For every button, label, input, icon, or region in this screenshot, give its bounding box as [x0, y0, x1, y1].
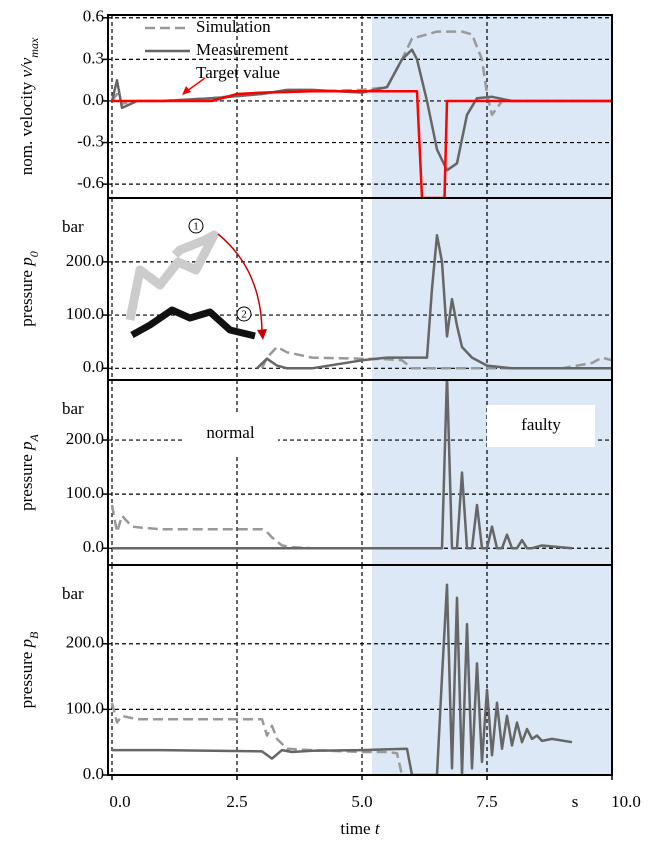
- y-axis-label-part: 0: [27, 251, 41, 257]
- y-tick-label: 100.0: [66, 483, 104, 502]
- state-annotation: faulty: [521, 415, 561, 434]
- state-annotation: normal: [206, 423, 254, 442]
- series-line: [256, 234, 612, 370]
- y-axis-label-part: pressure: [17, 647, 36, 708]
- annotation-box: [487, 405, 595, 447]
- series-group: [110, 30, 612, 198]
- x-axis-label-part: time: [340, 819, 374, 838]
- y-tick-label: 0.3: [83, 48, 104, 67]
- y-axis-label-part: p: [17, 257, 36, 267]
- inset-arrowhead: [257, 329, 267, 340]
- y-tick-label: 0.6: [83, 7, 104, 26]
- y-tick-label: 0.0: [83, 537, 104, 556]
- y-axis-label-part: v/v: [17, 57, 36, 77]
- plot-frame: [107, 564, 613, 776]
- inset-marker-label: 1: [193, 221, 199, 233]
- y-axis-label: pressure pA: [17, 433, 41, 510]
- y-axis-label-part: p: [17, 441, 36, 451]
- y-axis-label-part: pressure: [17, 450, 36, 511]
- series-line: [112, 380, 573, 550]
- series-group: [256, 234, 612, 370]
- fault-region: [372, 15, 612, 198]
- legend-label: Simulation: [196, 17, 271, 36]
- y-tick-label: 100.0: [66, 698, 104, 717]
- legend: Simulation Measurement Target value: [145, 17, 289, 95]
- x-unit: s: [572, 792, 579, 811]
- y-tick-label: 100.0: [66, 304, 104, 323]
- y-tick-label: 0.0: [83, 357, 104, 376]
- series-group: [110, 583, 573, 775]
- legend-arrowhead: [182, 86, 191, 95]
- y-tick-label: 200.0: [66, 429, 104, 448]
- y-axis-label-part: B: [27, 631, 41, 639]
- y-tick-label: -0.6: [77, 173, 104, 192]
- x-axis-label: time t: [340, 819, 380, 838]
- y-unit: bar: [62, 584, 84, 603]
- x-tick-label: 0.0: [109, 792, 130, 811]
- inset-marker-label: 2: [241, 309, 247, 321]
- y-tick-label: -0.3: [77, 131, 104, 150]
- series-line: [112, 90, 612, 198]
- legend-label: Target value: [196, 63, 280, 82]
- y-axis-label-part: p: [17, 639, 36, 649]
- y-axis-label: pressure pB: [17, 631, 41, 708]
- y-axis-label: pressure p0: [17, 251, 41, 326]
- y-axis-label-part: nom. velocity: [17, 78, 36, 176]
- y-axis-label: nom. velocity v/vmax: [17, 37, 41, 175]
- y-tick-label: 0.0: [83, 764, 104, 783]
- y-tick-label: 200.0: [66, 251, 104, 270]
- legend-arrow: [186, 77, 206, 92]
- y-axis-label-part: max: [27, 37, 41, 58]
- x-tick-label: 5.0: [351, 792, 372, 811]
- inset-gray: [125, 230, 219, 321]
- inset-arrow: [217, 233, 263, 335]
- x-tick-label: 10.0: [611, 792, 641, 811]
- y-tick-label: 200.0: [66, 633, 104, 652]
- x-tick-label: 7.5: [476, 792, 497, 811]
- panel: 0.6 0.3 0.0 -0.3 -0.6 nom. velocity v/vmax Sim…: [17, 7, 613, 199]
- y-unit: bar: [62, 399, 84, 418]
- inset-marker: [236, 306, 252, 322]
- annotation-box: [183, 413, 278, 455]
- series-line: [110, 504, 392, 550]
- fault-region: [372, 198, 612, 380]
- inset-diagram: 12: [125, 218, 267, 340]
- series-line: [112, 583, 573, 775]
- series-line: [260, 345, 612, 370]
- series-group: [110, 380, 573, 550]
- inset-marker: [188, 218, 204, 234]
- inset-black: [130, 306, 256, 340]
- y-unit: bar: [62, 217, 84, 236]
- y-axis-label-part: pressure: [17, 266, 36, 327]
- x-axis-label-part: t: [375, 819, 381, 838]
- series-line: [110, 702, 404, 775]
- y-tick-label: 0.0: [83, 90, 104, 109]
- panel: 200.0 100.0 0.0 bar pressure pB 0.0 2.5 5.0 7.5 1…: [17, 564, 641, 838]
- x-tick-label: 2.5: [226, 792, 247, 811]
- legend-label: Measurement: [196, 40, 289, 59]
- y-axis-label-part: A: [27, 433, 41, 442]
